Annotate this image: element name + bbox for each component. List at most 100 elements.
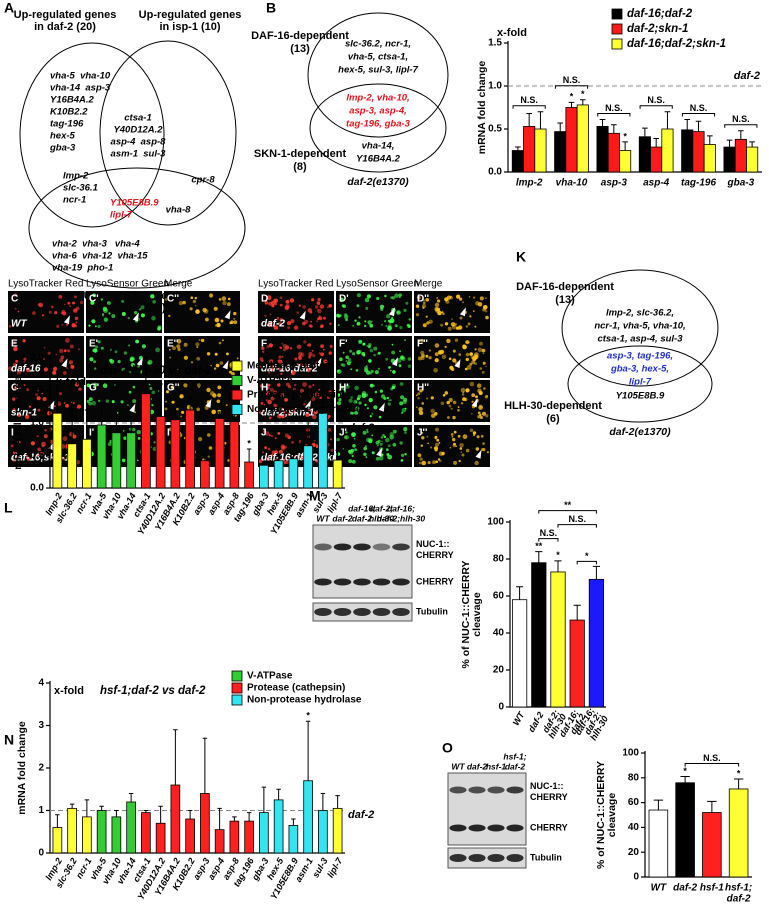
fluorescent-puncta: [477, 415, 481, 419]
error-bar: [173, 729, 178, 785]
fluorescent-puncta: [337, 393, 341, 397]
arrowhead: [299, 310, 306, 320]
fluorescent-puncta: [469, 362, 473, 366]
fluorescent-puncta: [26, 457, 31, 461]
bracket: [557, 524, 597, 528]
fluorescent-puncta: [434, 358, 439, 363]
fluorescent-puncta: [79, 300, 84, 305]
fluorescent-puncta: [207, 455, 210, 458]
fluorescent-puncta: [64, 303, 66, 306]
arrowhead: [471, 398, 478, 408]
fluorescent-puncta: [330, 438, 332, 441]
fluorescent-puncta: [140, 305, 145, 310]
fluorescent-puncta: [190, 296, 194, 300]
blot-band: [353, 578, 371, 586]
fluorescent-puncta: [338, 398, 342, 402]
genotype-label: daf-16: [11, 364, 41, 375]
fluorescent-puncta: [172, 346, 176, 350]
fluorescent-puncta: [198, 386, 200, 389]
fluorescent-puncta: [77, 404, 82, 409]
error-bar: [143, 810, 149, 813]
fluorescent-puncta: [169, 348, 171, 351]
error-bar: [599, 119, 606, 127]
error-bar: [291, 818, 296, 826]
fluorescent-puncta: [364, 324, 367, 328]
fluorescent-puncta: [94, 367, 97, 370]
set-label: HLH-30-dependent: [504, 400, 602, 412]
fluorescent-puncta: [281, 355, 284, 358]
fluorescent-puncta: [362, 430, 367, 435]
fluorescent-puncta: [233, 320, 238, 325]
fluorescent-puncta: [354, 319, 357, 322]
fluorescent-puncta: [404, 407, 407, 410]
arrowhead: [129, 403, 136, 413]
fluorescent-puncta: [186, 404, 192, 410]
error-bar: [592, 565, 600, 580]
fluorescent-puncta: [35, 454, 40, 458]
axis-line: [49, 681, 345, 854]
fluorescent-puncta: [182, 300, 186, 305]
channel-header: Merge: [164, 279, 193, 290]
fluorescent-puncta: [477, 347, 483, 353]
blot-band: [372, 543, 391, 551]
fluorescent-puncta: [352, 352, 356, 356]
fluorescent-puncta: [471, 400, 474, 403]
fluorescent-puncta: [434, 302, 440, 308]
fluorescent-puncta: [302, 305, 306, 309]
panel-label: M: [309, 488, 321, 504]
error-bar: [733, 778, 744, 789]
lane-label: hsf-1: [486, 761, 507, 771]
error-bar: [516, 586, 524, 600]
bar: [576, 104, 589, 173]
fluorescent-puncta: [427, 461, 431, 465]
fluorescent-puncta: [448, 404, 452, 408]
micrograph-letter: H': [339, 383, 349, 394]
channel-header: LysoTracker Red: [8, 279, 83, 290]
bar: [303, 445, 313, 489]
error-bar: [335, 795, 340, 809]
fluorescent-puncta: [216, 399, 221, 404]
y-tick-label: 40: [493, 628, 505, 639]
channel-header: Merge: [414, 279, 443, 290]
fluorescent-puncta: [48, 310, 52, 314]
fluorescent-puncta: [461, 453, 465, 457]
panel-label: N: [4, 732, 14, 748]
fluorescent-puncta: [327, 428, 332, 432]
fluorescent-puncta: [459, 297, 463, 301]
fluorescent-puncta: [206, 352, 211, 356]
fluorescent-puncta: [53, 366, 58, 372]
error-bar: [305, 720, 311, 781]
fluorescent-puncta: [354, 410, 359, 415]
fluorescent-puncta: [209, 293, 214, 298]
fluorescent-puncta: [474, 348, 477, 351]
x-tick-label: daf-2: [673, 883, 697, 894]
lane-label: daf-2: [352, 513, 373, 523]
micrograph-letter: C: [11, 294, 18, 305]
fluorescent-puncta: [465, 448, 470, 453]
fluorescent-puncta: [67, 301, 71, 305]
micrograph-letter: F'': [417, 339, 428, 350]
venn-circle: [307, 12, 449, 138]
fluorescent-puncta: [450, 433, 454, 436]
fluorescent-puncta: [269, 359, 274, 364]
fluorescent-puncta: [291, 409, 296, 414]
blot-band: [506, 824, 524, 832]
fluorescent-puncta: [278, 355, 282, 359]
fluorescent-puncta: [294, 357, 298, 361]
fluorescent-puncta: [440, 350, 444, 355]
set-label: (13): [555, 294, 575, 306]
x-tick-label: vha-10: [556, 178, 588, 189]
error-bar: [611, 124, 617, 134]
significance: *: [585, 551, 589, 561]
significance: N.S.: [520, 95, 538, 105]
gene-name: lipl-7: [629, 377, 652, 388]
fluorescent-puncta: [265, 391, 270, 396]
fluorescent-puncta: [75, 321, 78, 324]
fluorescent-puncta: [136, 430, 141, 435]
fluorescent-puncta: [365, 365, 368, 367]
fluorescent-puncta: [416, 406, 418, 409]
fluorescent-puncta: [61, 323, 64, 326]
fluorescent-puncta: [66, 367, 69, 370]
fluorescent-puncta: [471, 412, 473, 415]
error-bar: [55, 814, 60, 828]
